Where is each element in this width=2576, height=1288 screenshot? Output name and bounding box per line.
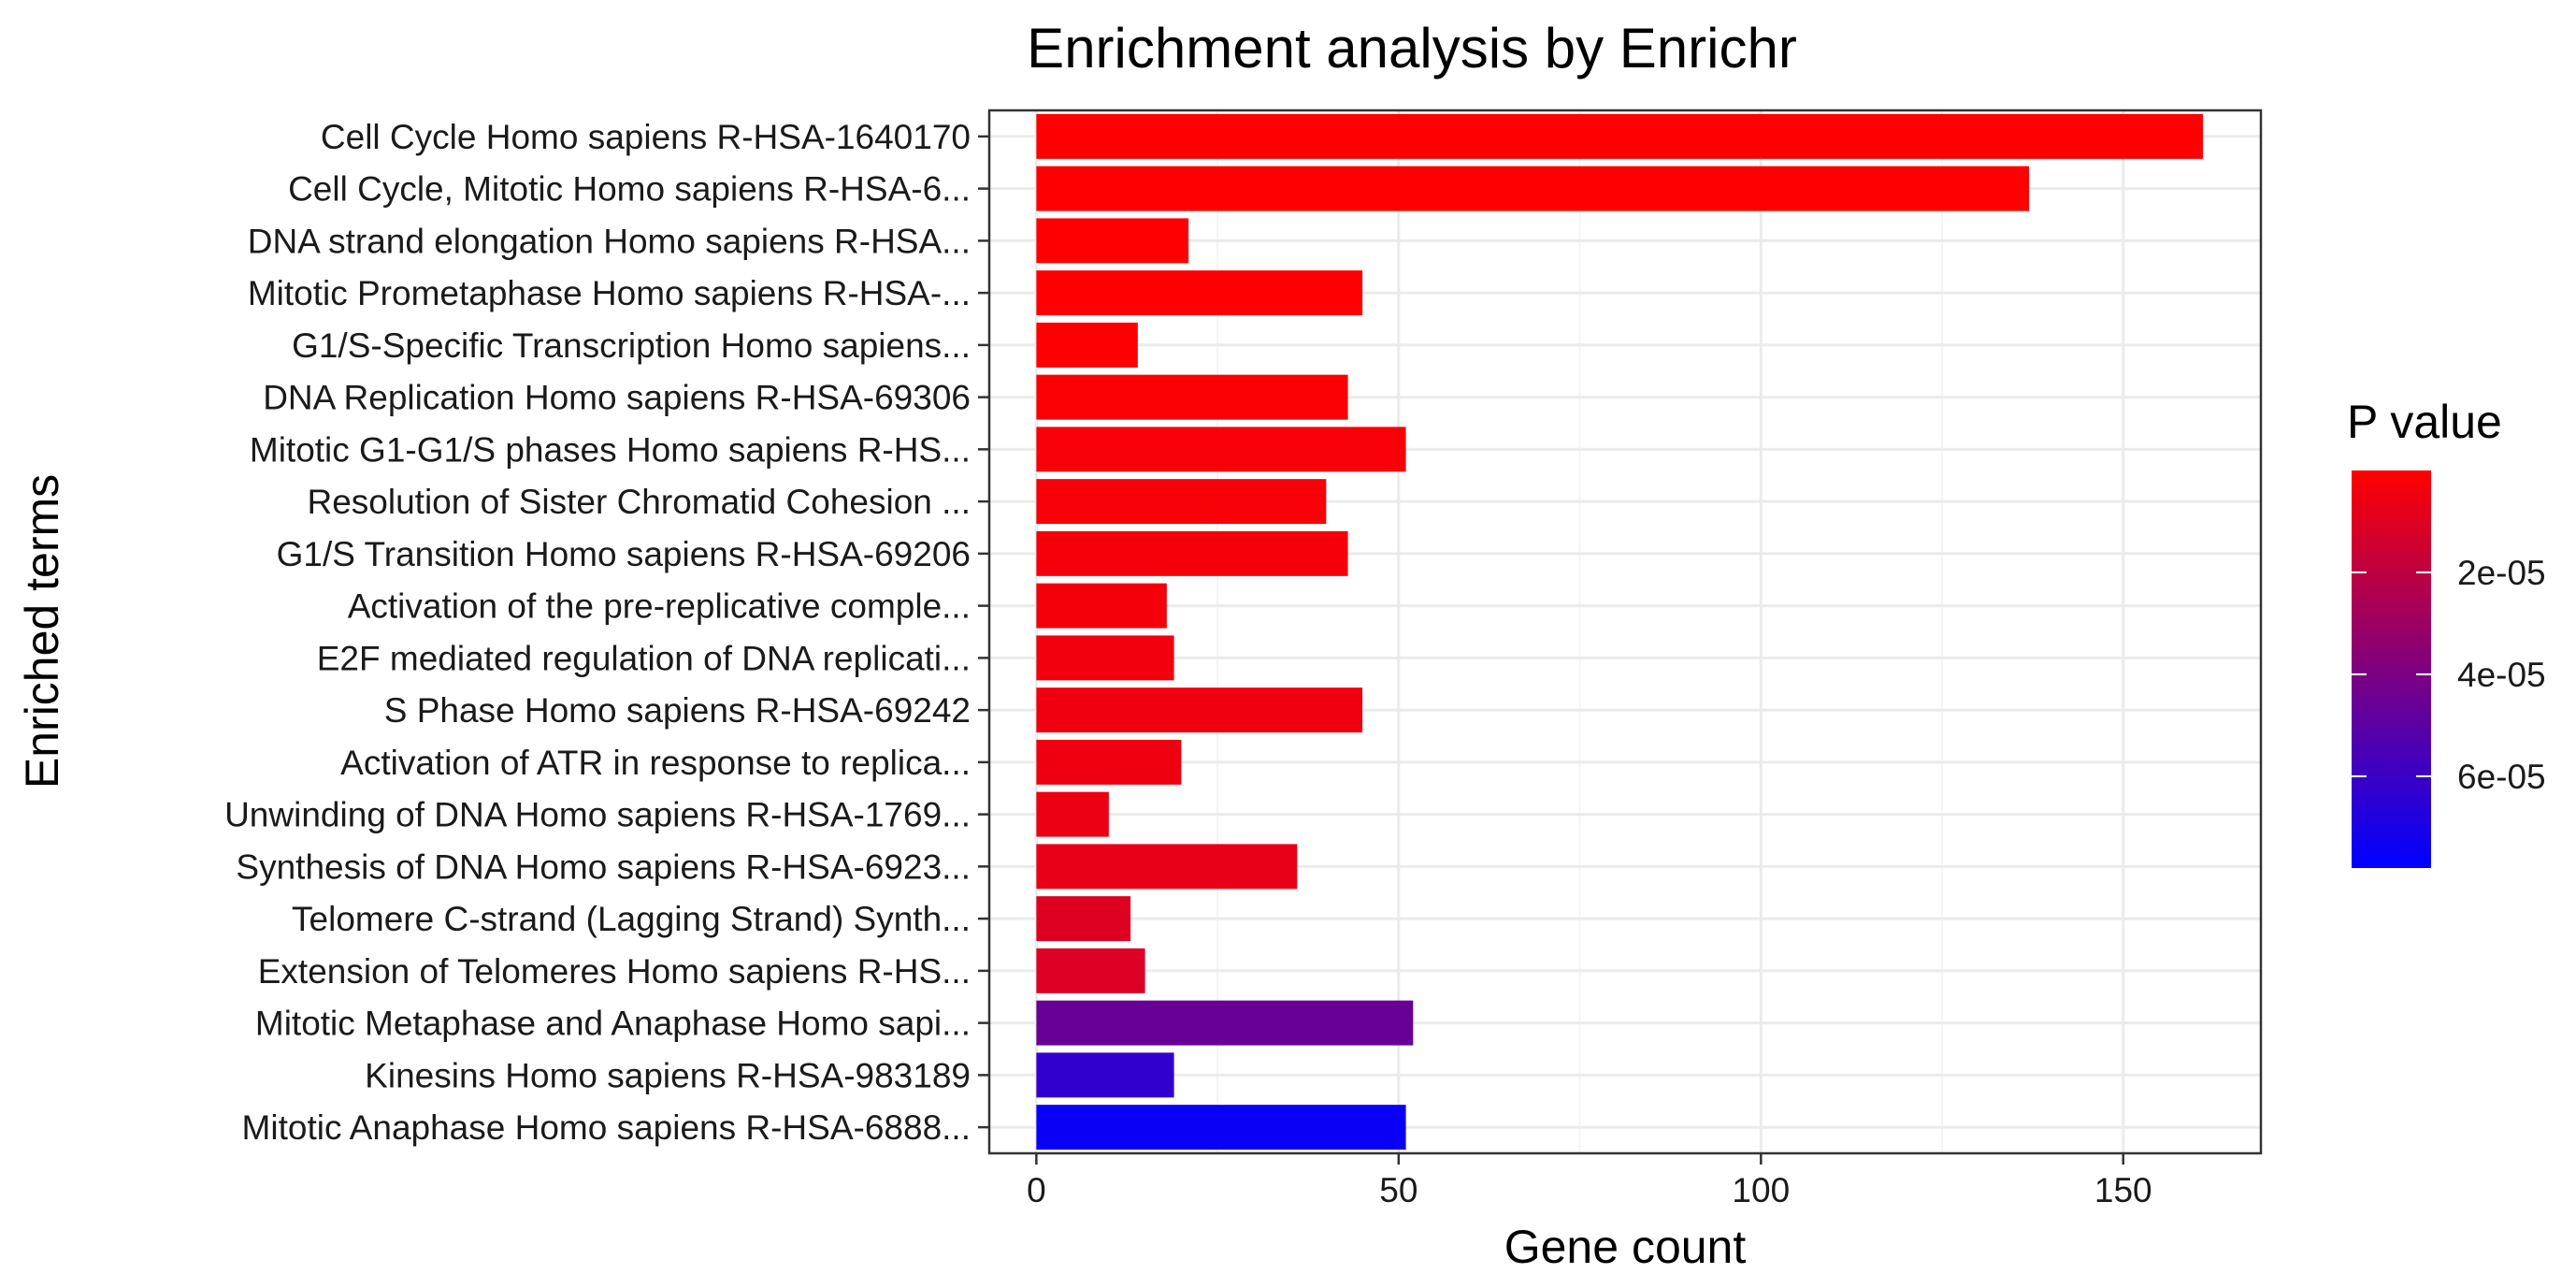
bar	[1036, 427, 1406, 472]
bar	[1036, 791, 1109, 837]
bar	[1036, 218, 1189, 264]
y-tick-label: Mitotic G1-G1/S phases Homo sapiens R-HS…	[250, 430, 971, 469]
grid-lines	[989, 110, 2261, 1153]
x-axis: 0 50 100 150	[1027, 1153, 2152, 1209]
bar	[1036, 270, 1363, 316]
y-tick-label: Cell Cycle, Mitotic Homo sapiens R-HSA-6…	[288, 170, 971, 209]
y-tick-label: DNA Replication Homo sapiens R-HSA-69306	[263, 379, 971, 417]
bar	[1036, 687, 1363, 733]
chart-title: Enrichment analysis by Enrichr	[1027, 17, 1797, 80]
bar	[1036, 1105, 1406, 1151]
bar	[1036, 1000, 1414, 1046]
panel-border	[987, 109, 2263, 1155]
bars	[1036, 113, 2204, 1151]
y-tick-label: Mitotic Metaphase and Anaphase Homo sapi…	[255, 1005, 971, 1043]
x-axis-title: Gene count	[1504, 1221, 1747, 1273]
plot-panel	[987, 109, 2263, 1155]
legend-tick-label: 2e-05	[2457, 554, 2546, 592]
bar	[1036, 113, 2204, 159]
y-tick-label: E2F mediated regulation of DNA replicati…	[317, 639, 971, 677]
y-tick-label: Synthesis of DNA Homo sapiens R-HSA-6923…	[236, 847, 971, 886]
legend-title: P value	[2347, 396, 2502, 448]
y-tick-label: Unwinding of DNA Homo sapiens R-HSA-1769…	[224, 796, 971, 834]
y-tick-label: Cell Cycle Homo sapiens R-HSA-1640170	[321, 118, 971, 156]
y-tick-label: Telomere C-strand (Lagging Strand) Synth…	[292, 900, 971, 938]
legend-ticks: 2e-05 4e-05 6e-05	[2352, 554, 2546, 796]
p-value-legend: P value 2e-05 4e-05 6e-05	[2347, 396, 2546, 868]
bar	[1036, 635, 1174, 681]
bar	[1036, 479, 1327, 525]
bar	[1036, 166, 2030, 211]
y-tick-label: G1/S Transition Homo sapiens R-HSA-69206	[277, 535, 971, 573]
y-tick-label: Activation of the pre-replicative comple…	[348, 587, 971, 626]
bar	[1036, 1052, 1174, 1098]
y-tick-label: Resolution of Sister Chromatid Cohesion …	[307, 483, 971, 521]
y-tick-label: Mitotic Prometaphase Homo sapiens R-HSA-…	[248, 274, 971, 312]
bar	[1036, 948, 1145, 993]
bar	[1036, 844, 1298, 890]
bar	[1036, 322, 1138, 368]
legend-tick-label: 6e-05	[2457, 758, 2546, 796]
y-tick-label: DNA strand elongation Homo sapiens R-HSA…	[248, 222, 971, 260]
x-tick-label: 50	[1379, 1171, 1418, 1209]
y-tick-label: G1/S-Specific Transcription Homo sapiens…	[292, 326, 971, 365]
panel-background	[989, 110, 2261, 1153]
legend-tick-label: 4e-05	[2457, 656, 2546, 694]
y-tick-label: Kinesins Homo sapiens R-HSA-983189	[365, 1056, 971, 1094]
y-tick-label: Mitotic Anaphase Homo sapiens R-HSA-6888…	[242, 1108, 971, 1147]
y-tick-label: Extension of Telomeres Homo sapiens R-HS…	[258, 952, 971, 991]
legend-colorbar	[2352, 470, 2431, 868]
bar	[1036, 896, 1131, 942]
y-axis: Cell Cycle Homo sapiens R-HSA-1640170 Cel…	[224, 118, 989, 1147]
y-tick-label: Activation of ATR in response to replica…	[340, 744, 971, 782]
bar	[1036, 374, 1348, 420]
bar	[1036, 583, 1167, 629]
bar	[1036, 530, 1348, 576]
y-axis-title: Enriched terms	[16, 474, 68, 789]
y-tick-label: S Phase Homo sapiens R-HSA-69242	[384, 691, 971, 730]
x-tick-label: 150	[2094, 1171, 2152, 1209]
x-tick-label: 0	[1027, 1171, 1046, 1209]
x-tick-label: 100	[1732, 1171, 1790, 1209]
bar	[1036, 739, 1182, 785]
